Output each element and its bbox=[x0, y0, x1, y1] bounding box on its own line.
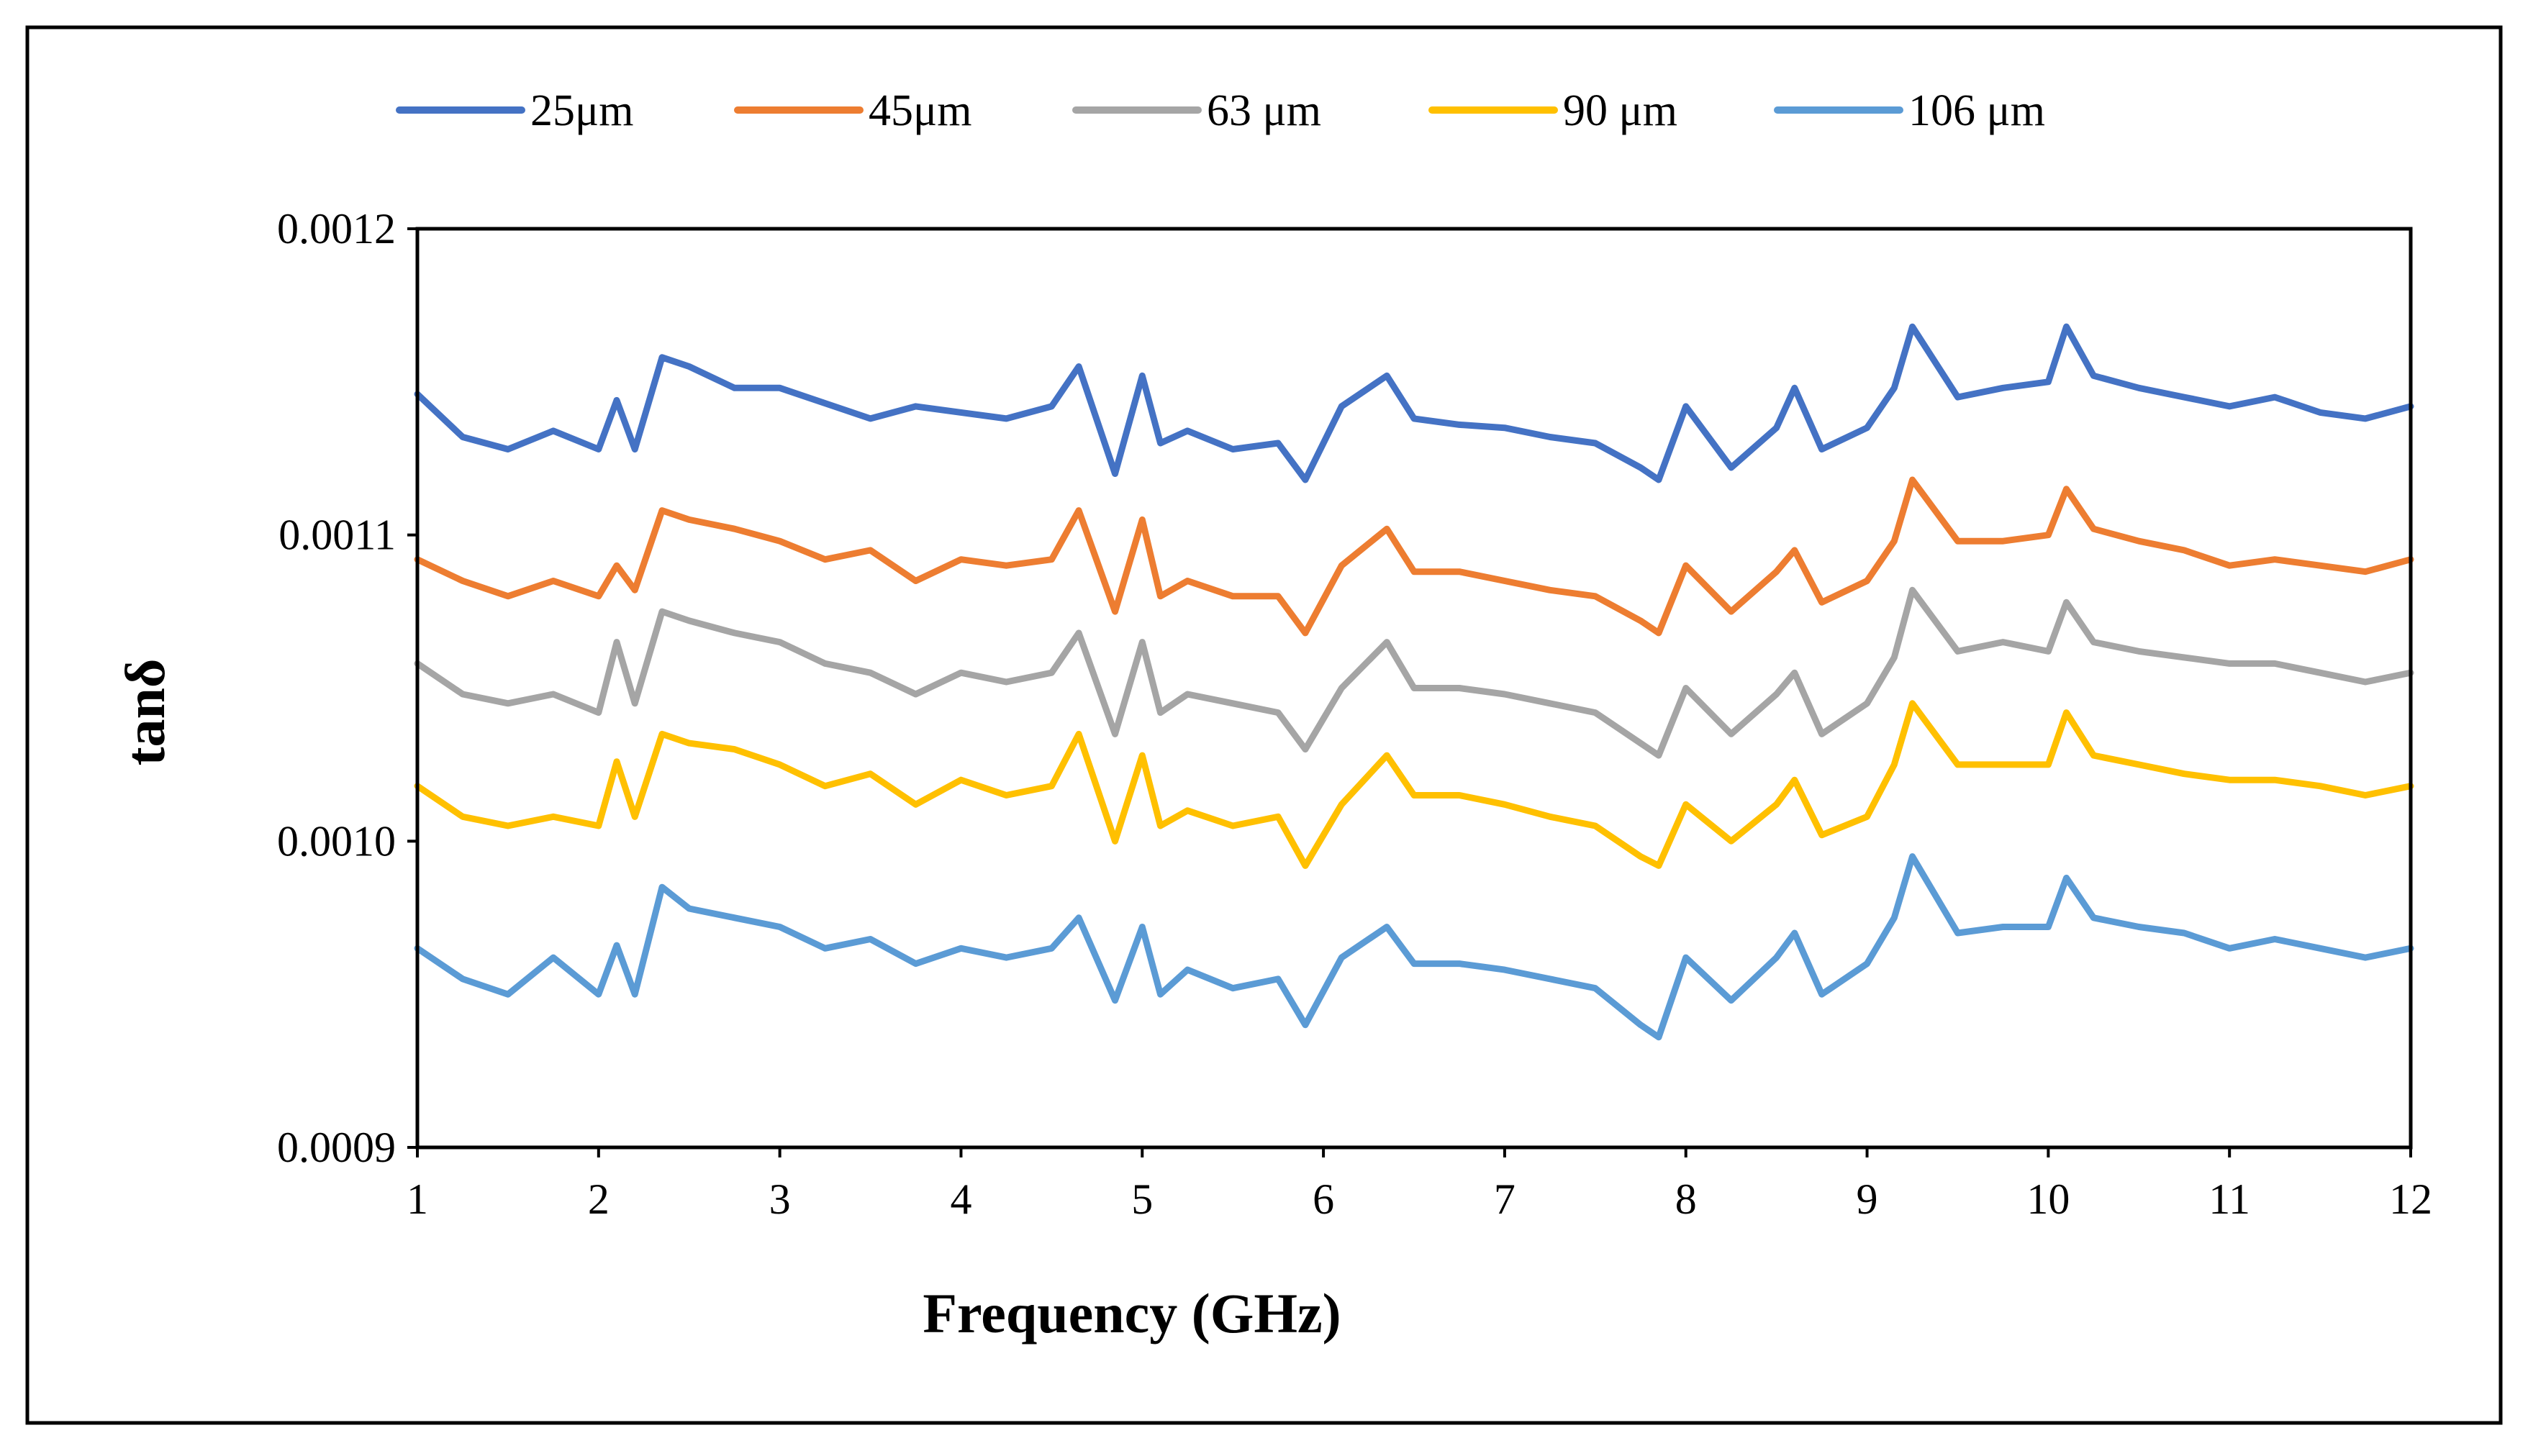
x-tick-label: 2 bbox=[588, 1175, 610, 1223]
legend-label-0: 25μm bbox=[530, 86, 633, 135]
y-tick-label: 0.0012 bbox=[277, 205, 396, 252]
legend-label-3: 90 μm bbox=[1563, 86, 1677, 135]
x-tick-label: 10 bbox=[2026, 1175, 2070, 1223]
legend: 25μm 45μm 63 μm 90 μm 106 μm bbox=[396, 86, 2045, 135]
series-line-4 bbox=[414, 853, 2414, 1041]
x-tick-label: 7 bbox=[1494, 1175, 1516, 1223]
y-tick-label: 0.0009 bbox=[277, 1124, 396, 1171]
x-tick-label: 5 bbox=[1131, 1175, 1153, 1223]
x-tick-label: 3 bbox=[769, 1175, 791, 1223]
series-line-0 bbox=[414, 323, 2414, 483]
legend-label-4: 106 μm bbox=[1908, 86, 2045, 135]
x-tick-label: 6 bbox=[1313, 1175, 1334, 1223]
series-lines bbox=[414, 323, 2414, 1041]
y-axis-title: tanδ bbox=[114, 659, 176, 766]
y-tick-label: 0.0010 bbox=[277, 817, 396, 865]
x-tick-label: 9 bbox=[1857, 1175, 1878, 1223]
x-tick-label: 12 bbox=[2389, 1175, 2432, 1223]
x-tick-label: 8 bbox=[1675, 1175, 1697, 1223]
plot-area-frame bbox=[415, 227, 2413, 1150]
x-tick-label: 1 bbox=[407, 1175, 428, 1223]
y-tick-label: 0.0011 bbox=[278, 511, 396, 559]
x-tick-label: 11 bbox=[2208, 1175, 2250, 1223]
x-axis-ticks: 1 2 3 4 5 6 7 8 9 10 11 12 bbox=[407, 1147, 2432, 1223]
figure-frame bbox=[25, 25, 2503, 1425]
y-axis-ticks: 0.0009 0.0010 0.0011 0.0012 bbox=[277, 205, 417, 1171]
x-axis-title: Frequency (GHz) bbox=[923, 1282, 1341, 1344]
legend-label-2: 63 μm bbox=[1207, 86, 1321, 135]
series-line-2 bbox=[414, 586, 2414, 759]
legend-label-1: 45μm bbox=[869, 86, 971, 135]
series-line-1 bbox=[414, 476, 2414, 637]
series-line-3 bbox=[414, 700, 2414, 869]
x-tick-label: 4 bbox=[950, 1175, 971, 1223]
